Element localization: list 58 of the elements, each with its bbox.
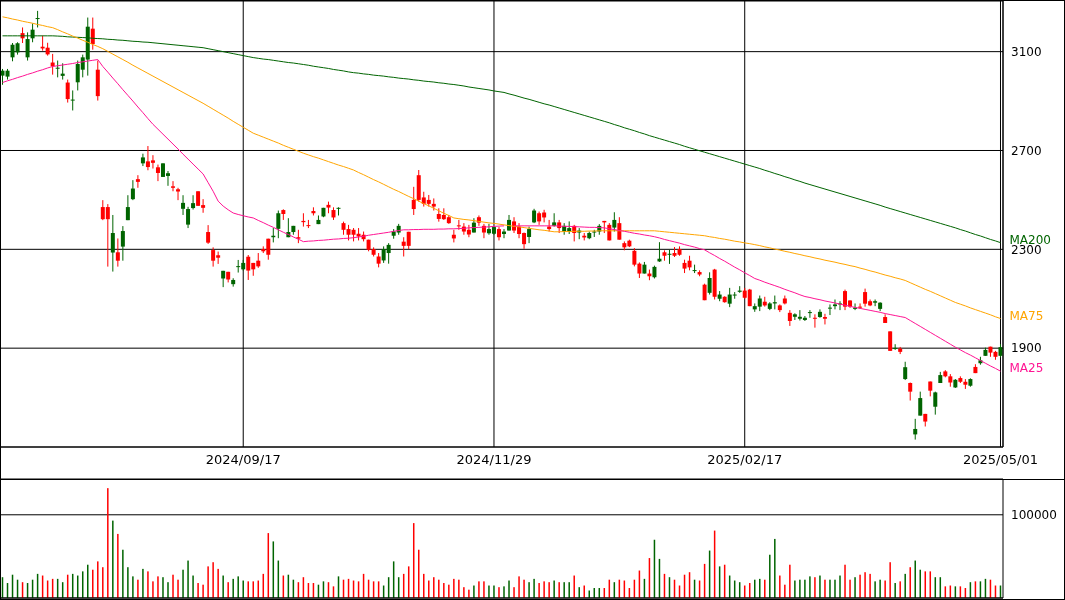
candlestick — [827, 303, 832, 316]
candlestick — [246, 254, 251, 281]
y-tick-label: 1900 — [1011, 341, 1042, 356]
candlestick — [707, 271, 712, 296]
candlestick — [191, 194, 196, 211]
y-tick-label: 2300 — [1011, 242, 1042, 257]
candlestick — [787, 309, 792, 327]
candlestick — [206, 224, 211, 245]
candlestick — [186, 206, 191, 229]
candlestick — [456, 219, 461, 231]
candlestick — [903, 361, 908, 381]
candlestick — [466, 224, 471, 238]
candlestick — [120, 225, 125, 262]
candlestick — [181, 194, 186, 216]
series-label: MA75 — [1009, 308, 1044, 323]
candlestick — [913, 418, 918, 441]
candlestick — [411, 186, 416, 216]
candlestick — [873, 298, 878, 307]
candlestick — [155, 164, 160, 182]
y-tick-label: 2700 — [1011, 143, 1042, 158]
candlestick — [90, 17, 95, 51]
series-label: MA25 — [1009, 361, 1044, 376]
candlestick — [832, 298, 837, 310]
candlestick — [150, 154, 155, 170]
candlestick — [843, 289, 848, 311]
candlestick — [863, 288, 868, 308]
candlestick — [236, 259, 241, 274]
candlestick — [888, 330, 893, 352]
x-tick-label: 2024/11/29 — [456, 452, 532, 468]
candlestick — [65, 79, 70, 104]
candlestick — [115, 237, 120, 268]
candlestick — [386, 242, 391, 265]
candlestick — [125, 194, 130, 221]
candlestick — [667, 249, 672, 265]
y-tick-label: 3100 — [1011, 44, 1042, 59]
line-series — [2, 16, 1001, 320]
candlestick — [211, 246, 216, 268]
candlestick — [140, 153, 145, 167]
candlestick — [135, 174, 140, 189]
candlestick — [918, 391, 923, 417]
x-tick-label: 2025/05/01 — [963, 452, 1038, 468]
candlestick — [792, 312, 797, 321]
candlestick — [807, 309, 812, 319]
candlestick — [812, 313, 817, 329]
candlestick — [105, 203, 110, 268]
candlestick — [171, 180, 176, 192]
candlestick — [110, 214, 115, 273]
candlestick — [276, 210, 281, 239]
candlestick — [617, 216, 622, 241]
candlestick — [612, 211, 617, 233]
candlestick — [176, 187, 181, 201]
x-tick-label: 2024/09/17 — [205, 452, 281, 468]
y-tick-label: 100000 — [1011, 508, 1057, 523]
candlestick — [822, 313, 827, 325]
candlestick — [130, 179, 135, 201]
candlestick — [817, 308, 822, 319]
candlestick — [70, 89, 75, 111]
x-tick-label: 2025/02/17 — [707, 452, 783, 468]
